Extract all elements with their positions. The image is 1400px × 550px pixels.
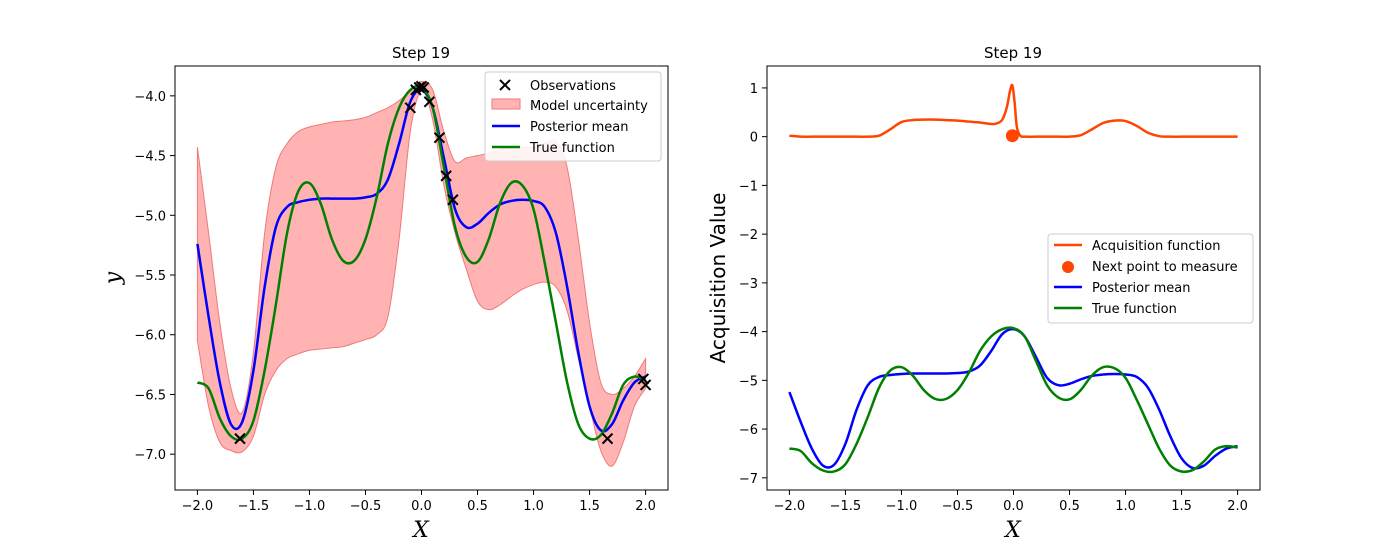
- left-y-tick-label: −6.0: [134, 329, 166, 344]
- right-y-tick-label: −7: [739, 472, 758, 487]
- left-y-tick-label: −5.0: [134, 209, 166, 224]
- right-y-tick-label: −3: [739, 277, 758, 292]
- model-uncertainty-band: [196, 80, 647, 467]
- right-y-tick-label: −2: [739, 228, 758, 243]
- observation-point: [234, 432, 246, 445]
- observation-point: [404, 102, 417, 114]
- right-y-tick-label: −1: [739, 179, 758, 194]
- true-function-line: [789, 326, 1238, 474]
- legend-posterior-mean-label-right: Posterior mean: [1092, 281, 1190, 296]
- right-y-axis: 1 0 −1 −2 −3 −4 −5 −6 −7: [739, 82, 767, 487]
- left-y-tick-label: −5.5: [134, 269, 166, 284]
- right-y-tick-label: 1: [750, 82, 758, 97]
- right-x-tick-label: −2.0: [774, 499, 806, 514]
- right-panel: Step 19 −2.0 −1.5 −1.0 −0.5 0.0 0.5 1.0 1.5 2.0 …: [706, 44, 1261, 543]
- observation-point: [418, 81, 430, 94]
- right-x-tick-label: 2.0: [1227, 499, 1248, 514]
- observation-point: [637, 373, 650, 385]
- right-y-tick-label: −4: [739, 326, 758, 341]
- left-x-tick-label: −1.0: [294, 499, 326, 514]
- left-plot-area: [196, 80, 652, 467]
- left-legend: Observations Model uncertainty Posterior…: [484, 71, 662, 162]
- observation-point: [639, 379, 652, 391]
- right-x-tick-label: −0.5: [942, 499, 974, 514]
- right-title: Step 19: [984, 44, 1042, 62]
- left-y-tick-label: −6.5: [134, 388, 166, 403]
- observation-point: [440, 170, 452, 182]
- right-legend: Acquisition function Next point to measu…: [1047, 233, 1254, 324]
- observation-point: [601, 432, 614, 445]
- left-legend-box: [484, 71, 662, 162]
- right-x-tick-label: −1.0: [886, 499, 918, 514]
- left-x-tick-label: −1.5: [238, 499, 270, 514]
- right-x-tick-label: 0.0: [1003, 499, 1024, 514]
- legend-next-point-marker: [1062, 261, 1074, 273]
- right-x-axis: −2.0 −1.5 −1.0 −0.5 0.0 0.5 1.0 1.5 2.0: [774, 490, 1248, 514]
- right-x-tick-label: 1.0: [1115, 499, 1136, 514]
- legend-uncertainty-swatch: [491, 98, 521, 110]
- legend-observations-label: Observations: [530, 79, 616, 94]
- legend-acquisition-label: Acquisition function: [1092, 239, 1220, 254]
- left-x-tick-label: −2.0: [182, 499, 214, 514]
- right-y-tick-label: −6: [739, 423, 758, 438]
- left-x-axis: −2.0 −1.5 −1.0 −0.5 0.0 0.5 1.0 1.5 2.0: [182, 490, 656, 514]
- right-x-tick-label: 1.5: [1171, 499, 1192, 514]
- legend-next-point-label: Next point to measure: [1092, 260, 1238, 275]
- left-panel: Step 19 −2.0 −1.5 −1.0 −0.5 0.0 0.5 1.0 1.5 2.0 …: [101, 44, 669, 543]
- next-point-marker: [1005, 129, 1019, 143]
- left-x-tick-label: 1.0: [523, 499, 544, 514]
- right-legend-box: [1047, 233, 1254, 324]
- left-y-tick-label: −4.5: [134, 150, 166, 165]
- left-y-axis: −7.0 −6.5 −6.0 −5.5 −5.0 −4.5 −4.0: [134, 90, 175, 463]
- right-x-tick-label: 0.5: [1059, 499, 1080, 514]
- right-y-tick-label: 0: [750, 131, 758, 146]
- right-plot-area: [788, 83, 1238, 474]
- left-x-tick-label: 0.5: [467, 499, 488, 514]
- left-y-tick-label: −7.0: [134, 448, 166, 463]
- left-y-tick-label: −4.0: [134, 90, 166, 105]
- observation-point: [433, 131, 446, 144]
- right-y-axis-label: Acquisition Value: [706, 193, 730, 364]
- right-x-axis-label: X: [1003, 518, 1022, 543]
- left-y-axis-label: y: [101, 271, 126, 285]
- left-x-axis-label: X: [411, 518, 430, 543]
- left-x-tick-label: −0.5: [350, 499, 382, 514]
- left-x-tick-label: 2.0: [635, 499, 656, 514]
- legend-uncertainty-label: Model uncertainty: [530, 99, 648, 114]
- legend-true-function-label: True function: [529, 141, 615, 156]
- left-x-tick-label: 1.5: [579, 499, 600, 514]
- legend-posterior-mean-label: Posterior mean: [530, 120, 628, 135]
- left-title: Step 19: [392, 44, 450, 62]
- observation-point: [423, 96, 436, 108]
- left-x-tick-label: 0.0: [411, 499, 432, 514]
- legend-true-function-label-right: True function: [1091, 302, 1177, 317]
- right-y-tick-label: −5: [739, 374, 758, 389]
- right-x-tick-label: −1.5: [830, 499, 862, 514]
- legend-observations-marker: [499, 79, 511, 91]
- observation-point: [447, 194, 459, 206]
- acquisition-function-line: [789, 83, 1238, 139]
